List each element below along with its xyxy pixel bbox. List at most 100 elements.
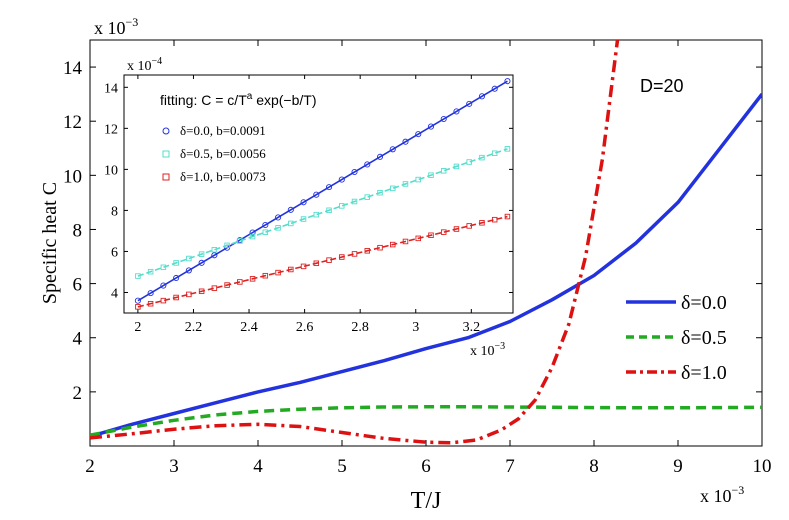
inset-chart: 2 2.2 2.4 2.6 2.8 3 3.2 4 6 8 10 12 14 fitting: C =… xyxy=(104,56,514,359)
inset-point-2 xyxy=(288,266,294,273)
inset-point-1 xyxy=(377,189,383,196)
main-legend-label-0: δ=0.0 xyxy=(681,292,727,314)
inset-point-1 xyxy=(198,251,205,257)
inset-point-2 xyxy=(147,300,154,307)
inset-point-0 xyxy=(478,93,486,100)
inset-point-0 xyxy=(185,267,192,274)
main-y-tick-label: 2 xyxy=(73,383,83,404)
inset-point-2 xyxy=(364,248,371,254)
inset-point-1 xyxy=(211,247,218,253)
main-y-axis-label: Specific heat C xyxy=(39,182,61,304)
inset-point-1 xyxy=(186,255,192,262)
inset-point-0 xyxy=(160,282,167,289)
inset-point-1 xyxy=(491,150,498,156)
inset-point-0 xyxy=(325,184,333,191)
inset-point-0 xyxy=(147,290,154,297)
inset-point-2 xyxy=(198,288,205,295)
inset-legend: δ=0.0, b=0.0091 δ=0.5, b=0.0056 δ=1.0, b=0… xyxy=(162,123,266,184)
inset-point-2 xyxy=(504,213,511,220)
main-y-tick-label: 14 xyxy=(63,58,83,79)
main-legend: δ=0.0 δ=0.5 δ=1.0 xyxy=(626,292,727,384)
inset-y-tick-label: 14 xyxy=(104,81,118,96)
inset-x-tick-label: 2.4 xyxy=(240,320,258,335)
inset-point-2 xyxy=(249,276,256,282)
inset-point-2 xyxy=(377,244,383,251)
inset-point-1 xyxy=(440,168,447,174)
inset-point-2 xyxy=(160,297,167,304)
inset-point-2 xyxy=(224,282,230,288)
inset-point-2 xyxy=(300,263,307,270)
main-x-scale-label: x 10−3 xyxy=(700,483,744,506)
main-series-line-2 xyxy=(90,40,620,445)
inset-point-1 xyxy=(160,264,167,271)
inset-point-1 xyxy=(275,225,281,231)
inset-y-tick-label: 10 xyxy=(104,163,118,178)
inset-point-0 xyxy=(249,229,256,236)
inset-x-tick-label: 3.2 xyxy=(463,320,481,335)
inset-point-1 xyxy=(351,198,358,205)
inset-point-2 xyxy=(453,226,460,232)
main-y-tick-label: 8 xyxy=(73,220,83,241)
inset-point-0 xyxy=(173,274,180,282)
main-y-tick-label: 10 xyxy=(63,166,82,187)
inset-point-0 xyxy=(402,138,409,145)
main-y-tick-label: 12 xyxy=(63,112,82,133)
inset-point-1 xyxy=(249,233,256,240)
inset-point-0 xyxy=(466,100,473,107)
inset-point-0 xyxy=(376,153,384,160)
inset-x-tick-label: 2.8 xyxy=(351,320,369,335)
inset-point-2 xyxy=(173,294,179,301)
inset-x-tick-label: 3 xyxy=(412,320,419,335)
inset-point-0 xyxy=(287,206,294,213)
inset-point-0 xyxy=(427,123,435,130)
inset-point-1 xyxy=(339,203,345,209)
inset-point-1 xyxy=(147,268,154,275)
inset-point-2 xyxy=(351,251,358,257)
main-y-tick-labels: 2 4 6 8 10 12 14 xyxy=(63,58,83,404)
main-tick-marks xyxy=(89,40,763,446)
main-y-scale-label: x 10−3 xyxy=(94,15,138,38)
inset-point-1 xyxy=(300,216,307,222)
inset-x-tick-label: 2.6 xyxy=(296,320,314,335)
inset-legend-marker-1 xyxy=(162,150,170,158)
main-x-tick-label: 7 xyxy=(505,456,515,477)
inset-point-2 xyxy=(186,291,192,298)
inset-point-1 xyxy=(224,242,230,249)
inset-point-0 xyxy=(275,214,282,221)
inset-point-2 xyxy=(262,272,269,279)
inset-point-0 xyxy=(198,259,205,266)
inset-point-2 xyxy=(440,229,447,235)
main-legend-label-2: δ=1.0 xyxy=(681,362,727,384)
inset-point-2 xyxy=(313,260,320,267)
inset-point-0 xyxy=(313,191,320,198)
inset-point-1 xyxy=(466,159,472,165)
inset-point-0 xyxy=(491,85,498,92)
inset-point-0 xyxy=(415,131,422,138)
main-series-line-0 xyxy=(90,93,762,439)
main-x-tick-label: 4 xyxy=(253,456,263,477)
main-x-tick-label: 9 xyxy=(673,456,683,477)
inset-y-scale-label: x 10−4 xyxy=(127,56,162,74)
inset-point-0 xyxy=(389,146,396,153)
inset-point-0 xyxy=(338,176,345,183)
inset-point-0 xyxy=(262,221,269,229)
inset-legend-label-0: δ=0.0, b=0.0091 xyxy=(180,123,266,138)
inset-legend-label-1: δ=0.5, b=0.0056 xyxy=(180,146,266,161)
inset-point-0 xyxy=(364,161,371,168)
main-x-tick-labels: 2 3 4 5 6 7 8 9 10 xyxy=(85,456,771,477)
inset-point-2 xyxy=(326,257,332,263)
main-x-tick-label: 8 xyxy=(589,456,599,477)
inset-point-2 xyxy=(491,216,498,223)
main-x-tick-label: 3 xyxy=(169,456,179,477)
inset-point-2 xyxy=(479,220,485,226)
inset-legend-label-2: δ=1.0, b=0.0073 xyxy=(180,169,266,184)
main-y-tick-label: 4 xyxy=(73,329,83,350)
main-x-tick-label: 5 xyxy=(337,456,347,477)
inset-tick-marks xyxy=(124,75,513,313)
main-x-axis-label: T/J xyxy=(411,488,442,514)
inset-point-1 xyxy=(364,194,371,200)
inset-point-0 xyxy=(440,115,447,123)
inset-point-2 xyxy=(466,223,472,229)
inset-point-2 xyxy=(135,304,141,310)
